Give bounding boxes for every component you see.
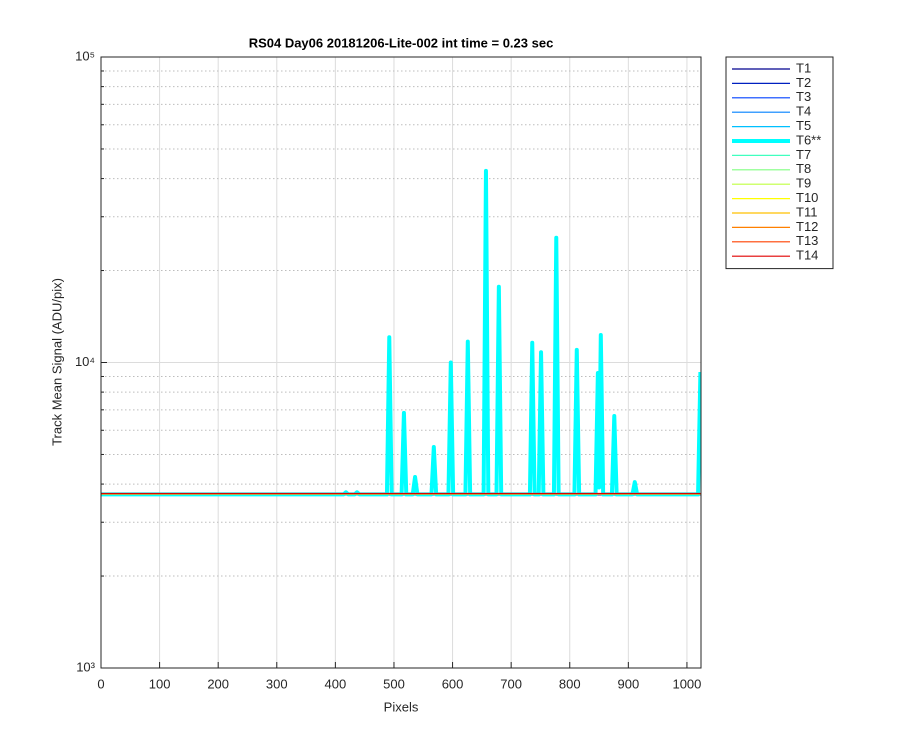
y-tick-label: 10⁴ xyxy=(75,354,95,369)
x-tick-label: 600 xyxy=(442,676,464,691)
legend-label: T9 xyxy=(796,176,811,191)
lines xyxy=(101,168,701,497)
legend-label: T8 xyxy=(796,161,811,176)
legend-label: T3 xyxy=(796,89,811,104)
legend-label: T2 xyxy=(796,75,811,90)
axes: 0 100 200 300 400 500 600 700 800 900 1000 10³ 10⁴ 10… xyxy=(75,48,702,691)
legend-label: T14 xyxy=(796,248,818,263)
x-tick-label: 1000 xyxy=(672,676,701,691)
legend-label: T12 xyxy=(796,219,818,234)
legend-label: T4 xyxy=(796,104,811,119)
chart-title: RS04 Day06 20181206-Lite-002 int time = … xyxy=(249,35,554,50)
legend-label: T7 xyxy=(796,147,811,162)
x-tick-label: 200 xyxy=(207,676,229,691)
legend-label: T5 xyxy=(796,118,811,133)
x-tick-label: 500 xyxy=(383,676,405,691)
x-tick-label: 900 xyxy=(617,676,639,691)
y-tick-label: 10⁵ xyxy=(75,48,95,63)
x-tick-label: 700 xyxy=(500,676,522,691)
x-tick-label: 800 xyxy=(559,676,581,691)
x-tick-label: 100 xyxy=(149,676,171,691)
legend-label: T10 xyxy=(796,190,818,205)
axes-box xyxy=(100,56,702,669)
legend-label: T11 xyxy=(796,204,817,219)
legend-label: T6** xyxy=(796,132,821,147)
x-tick-label: 400 xyxy=(325,676,347,691)
x-tick-label: 0 xyxy=(97,676,104,691)
x-axis-label: Pixels xyxy=(384,699,419,714)
y-tick-label: 10³ xyxy=(76,659,95,674)
legend-label: T13 xyxy=(796,233,818,248)
y-axis-label: Track Mean Signal (ADU/pix) xyxy=(49,278,64,446)
legend-box xyxy=(725,56,834,270)
x-tick-label: 300 xyxy=(266,676,288,691)
legend-label: T1 xyxy=(796,60,811,75)
